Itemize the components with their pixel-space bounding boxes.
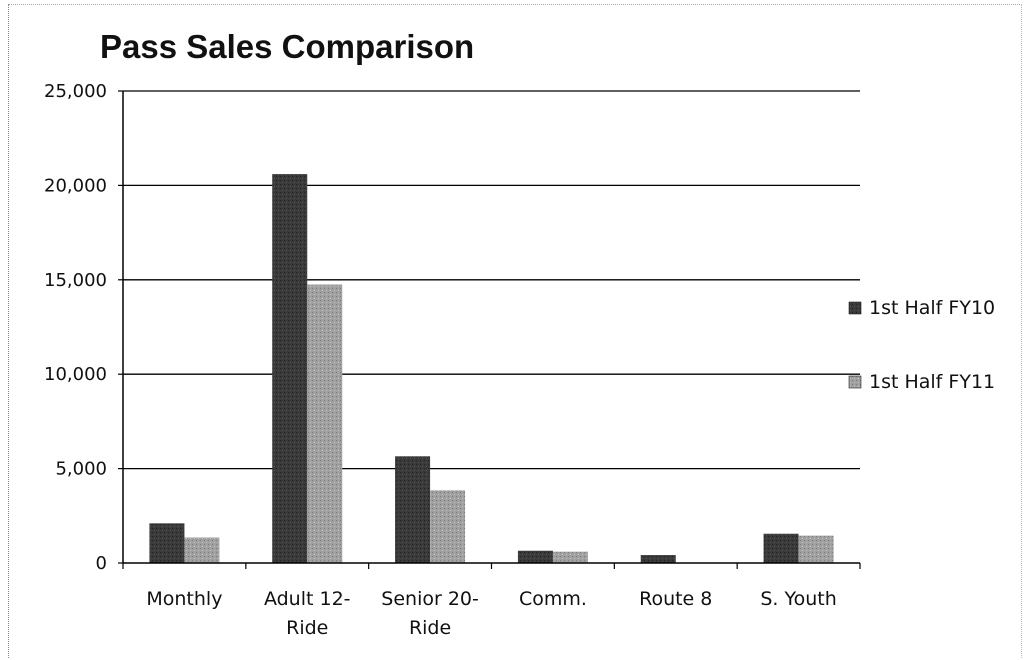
bar-fy10	[272, 174, 308, 563]
x-axis-category-labels: Monthly Adult 12- Ride Senior 20- Ride Comm. R…	[146, 588, 836, 639]
x-category-label: Senior 20-	[381, 588, 479, 610]
y-tick-label: 0	[96, 553, 107, 574]
y-tick-label: 20,000	[44, 175, 107, 196]
x-category-label: Adult 12-	[264, 588, 351, 610]
y-tick-label: 5,000	[55, 459, 107, 480]
bar-fy10	[763, 533, 799, 563]
x-category-label: Route 8	[639, 588, 712, 610]
chart-frame	[8, 4, 1022, 658]
legend-swatch	[848, 301, 862, 315]
x-category-label: Ride	[409, 617, 451, 639]
chart-title: Pass Sales Comparison	[100, 28, 474, 65]
bar-fy10	[395, 456, 431, 563]
x-category-label: Ride	[286, 617, 328, 639]
bars	[149, 174, 834, 563]
axes	[118, 90, 861, 569]
bar-fy11	[552, 551, 588, 563]
bar-fy11	[798, 535, 834, 563]
y-axis-tick-labels: 0 5,000 10,000 15,000 20,000 25,000	[44, 81, 107, 574]
y-tick-label: 15,000	[44, 270, 107, 291]
gridlines	[123, 90, 860, 470]
legend-label: 1st Half FY10	[869, 297, 995, 319]
bar-fy10	[149, 523, 185, 563]
x-category-label: Comm.	[519, 588, 587, 610]
legend: 1st Half FY10 1st Half FY11	[848, 297, 995, 393]
y-tick-label: 25,000	[44, 81, 107, 102]
bar-fy11	[184, 537, 220, 563]
bar-fy11	[307, 284, 343, 563]
y-tick-label: 10,000	[44, 364, 107, 385]
legend-label: 1st Half FY11	[869, 371, 995, 393]
x-category-label: Monthly	[146, 588, 222, 610]
bar-fy10	[517, 550, 553, 563]
x-category-label: S. Youth	[760, 588, 836, 610]
bar-fy11	[430, 490, 466, 563]
bar-fy10	[640, 555, 676, 563]
legend-swatch	[848, 375, 862, 389]
